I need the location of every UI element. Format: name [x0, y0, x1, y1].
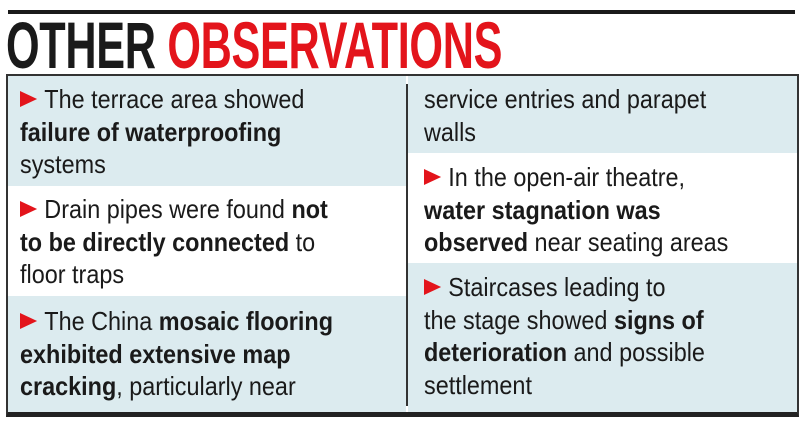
- text: , particularly near: [116, 371, 296, 401]
- text: Staircases leading to: [448, 272, 666, 302]
- left-band-1: [8, 76, 406, 186]
- observation-line: cracking, particularly near: [20, 371, 296, 401]
- text: and possible: [567, 337, 705, 367]
- text: near seating areas: [528, 227, 729, 257]
- bold-text: deterioration: [424, 337, 568, 367]
- red-arrow-bullet-icon: [20, 313, 38, 329]
- text: Drain pipes were found: [44, 194, 292, 224]
- observation-line: service entries and parapet: [424, 84, 706, 114]
- bold-text: exhibited extensive map: [20, 338, 291, 369]
- observation-line: deterioration and possible: [424, 337, 705, 367]
- text: settlement: [424, 369, 532, 400]
- text: floor traps: [20, 259, 125, 289]
- text: the stage showed: [424, 304, 614, 335]
- left-band-3: [8, 296, 406, 412]
- text: systems: [20, 149, 106, 179]
- bold-text: water stagnation was: [424, 194, 661, 225]
- observation-line: In the open-air theatre,: [424, 162, 685, 192]
- text: to: [289, 226, 316, 257]
- title-part-black: OTHER: [6, 8, 156, 82]
- observation-line: The terrace area showed: [20, 84, 304, 114]
- text: The China: [44, 306, 159, 336]
- observation-line: the stage showed signs of: [424, 305, 704, 335]
- observation-line: floor traps: [20, 259, 124, 289]
- observation-line: walls: [424, 117, 476, 147]
- text: walls: [424, 116, 477, 147]
- text: The terrace area showed: [44, 84, 305, 114]
- left-band-2: [8, 186, 406, 296]
- text: In the open-air theatre,: [448, 162, 686, 192]
- text: service entries and parapet: [424, 84, 707, 114]
- right-band-1: [408, 76, 797, 153]
- observations-box: The terrace area showed failure of waterp…: [6, 74, 799, 417]
- red-arrow-bullet-icon: [424, 169, 442, 185]
- observation-line: observed near seating areas: [424, 227, 728, 257]
- observation-line: exhibited extensive map: [20, 339, 291, 369]
- title-part-red: OBSERVATIONS: [167, 8, 503, 82]
- observation-line: failure of waterproofing: [20, 117, 281, 147]
- observation-line: systems: [20, 149, 106, 179]
- observation-line: to be directly connected to: [20, 227, 315, 257]
- red-arrow-bullet-icon: [424, 279, 442, 295]
- bold-text: cracking: [20, 371, 117, 401]
- bold-text: failure of waterproofing: [20, 116, 282, 147]
- red-arrow-bullet-icon: [20, 91, 38, 107]
- right-band-2: [408, 153, 797, 263]
- right-band-3: [408, 263, 797, 412]
- bold-text: signs of: [613, 304, 704, 335]
- page-title: OTHER OBSERVATIONS: [6, 12, 502, 78]
- observation-line: Staircases leading to: [424, 272, 666, 302]
- observation-line: The China mosaic flooring: [20, 306, 333, 336]
- red-arrow-bullet-icon: [20, 201, 38, 217]
- column-divider: [406, 84, 408, 406]
- observation-line: settlement: [424, 370, 532, 400]
- observation-line: water stagnation was: [424, 195, 661, 225]
- top-rule: [8, 10, 795, 14]
- bold-text: observed: [424, 227, 529, 257]
- bold-text: mosaic flooring: [158, 306, 333, 336]
- bold-text: to be directly connected: [20, 226, 290, 257]
- observation-line: Drain pipes were found not: [20, 194, 328, 224]
- bold-text: not: [291, 194, 328, 224]
